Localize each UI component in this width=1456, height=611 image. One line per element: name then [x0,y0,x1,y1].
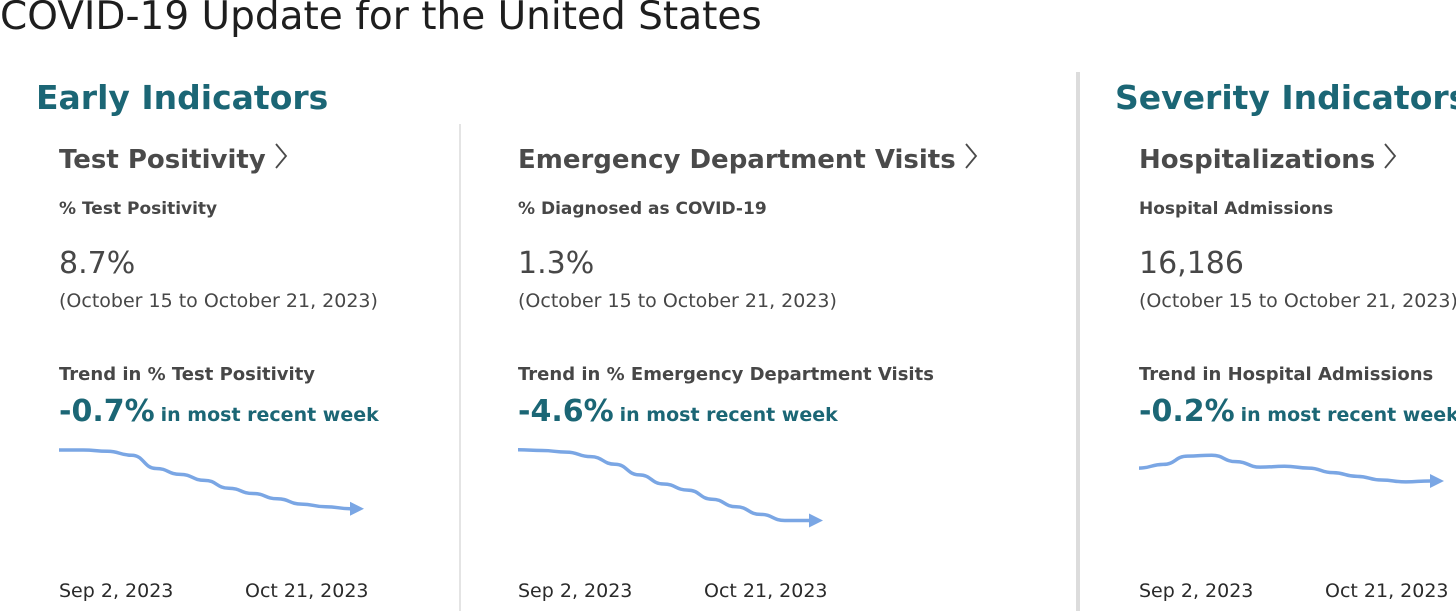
trend-percent: -0.2% [1139,394,1235,429]
severity-indicators-heading: Severity Indicators [1115,78,1456,117]
trend-change: -0.2% in most recent week [1139,394,1456,429]
section-divider [1076,72,1080,611]
metric-value: 8.7% [59,246,136,281]
metric-value: 1.3% [518,246,595,281]
column-divider [459,124,461,611]
axis-end-label: Oct 21, 2023 [704,580,828,602]
early-indicators-heading: Early Indicators [36,78,329,117]
sparkline-chart [59,448,364,516]
hospitalizations-card: Hospitalizations Hospital Admissions 16,… [1139,0,1456,611]
sparkline-chart [518,448,823,528]
chevron-right-icon [274,142,288,177]
trend-period: in most recent week [160,404,379,426]
metric-date-range: (October 15 to October 21, 2023) [1139,290,1456,312]
test-positivity-card: Test Positivity % Test Positivity 8.7% (… [59,0,459,611]
test-positivity-title: Test Positivity [59,144,266,175]
sparkline-path [518,448,811,523]
chevron-right-icon [964,142,978,177]
trend-label: Trend in % Test Positivity [59,364,316,385]
metric-date-range: (October 15 to October 21, 2023) [59,290,378,312]
sparkline-path [59,448,352,511]
trend-period: in most recent week [619,404,838,426]
trend-change: -0.7% in most recent week [59,394,379,429]
chevron-right-icon [1383,142,1397,177]
axis-end-label: Oct 21, 2023 [245,580,369,602]
trend-percent: -4.6% [518,394,614,429]
axis-end-label: Oct 21, 2023 [1325,580,1449,602]
arrow-right-icon [1430,473,1444,488]
metric-date-range: (October 15 to October 21, 2023) [518,290,837,312]
trend-percent: -0.7% [59,394,155,429]
page-title: COVID-19 Update for the United States [0,0,762,39]
sparkline-path [1139,453,1432,484]
metric-sub-label: % Diagnosed as COVID-19 [518,199,767,219]
emergency-visits-card: Emergency Department Visits % Diagnosed … [518,0,1018,611]
trend-label: Trend in % Emergency Department Visits [518,364,934,385]
sparkline-chart [1139,453,1444,488]
emergency-visits-title: Emergency Department Visits [518,144,956,175]
metric-sub-label: Hospital Admissions [1139,199,1334,219]
emergency-visits-link[interactable]: Emergency Department Visits [518,142,978,177]
trend-period: in most recent week [1240,404,1456,426]
metric-value: 16,186 [1139,246,1244,281]
hospitalizations-title: Hospitalizations [1139,144,1376,175]
arrow-right-icon [350,501,364,516]
axis-start-label: Sep 2, 2023 [518,580,633,602]
axis-start-label: Sep 2, 2023 [1139,580,1254,602]
trend-label: Trend in Hospital Admissions [1139,364,1434,385]
test-positivity-link[interactable]: Test Positivity [59,142,288,177]
trend-change: -4.6% in most recent week [518,394,838,429]
axis-start-label: Sep 2, 2023 [59,580,174,602]
arrow-right-icon [809,513,823,528]
metric-sub-label: % Test Positivity [59,199,218,219]
hospitalizations-link[interactable]: Hospitalizations [1139,142,1397,177]
